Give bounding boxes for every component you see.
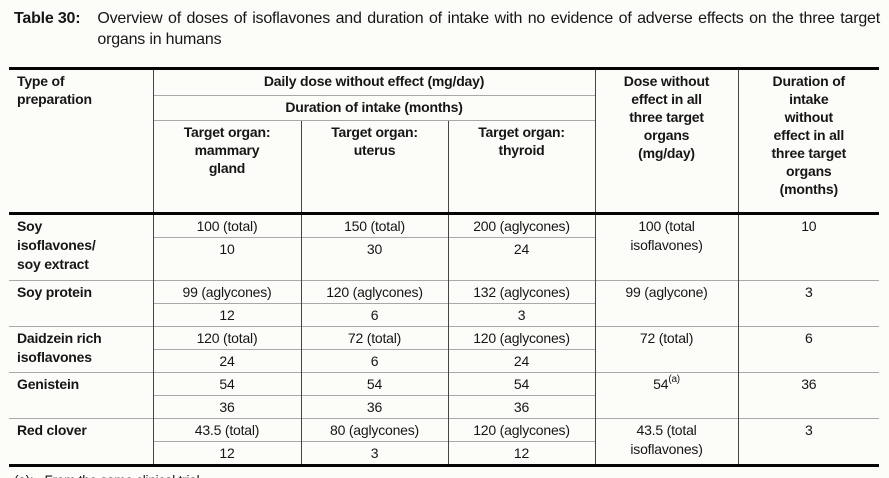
cell-mammary-dose: 100 (total) — [152, 213, 301, 237]
all-dose-value: 99 (aglycone) — [625, 283, 708, 300]
cell-mammary-dose: 99 (aglycones) — [152, 279, 301, 303]
cell-mammary-dose: 43.5 (total) — [152, 417, 301, 441]
row-soy-protein-duration: 12 6 3 — [9, 302, 879, 326]
cell-type-of-preparation: Daidzein rich isoflavones — [9, 325, 153, 372]
row-daidzein-dose: Daidzein rich isoflavones 120 (total) 72… — [9, 325, 880, 372]
all-dose-value: 72 (total) — [639, 329, 694, 346]
cell-all-organs-duration: 10 — [737, 213, 880, 280]
cell-all-organs-duration: 3 — [737, 279, 880, 326]
cell-thyroid-dose: 54 — [447, 371, 596, 395]
cell-uterus-dose: 54 — [300, 371, 448, 395]
row-soy-isoflavones-dose: Soy isoflavones/ soy extract 100 (total)… — [9, 213, 880, 280]
header-duration-of-intake-span: Duration of intake (months) — [152, 94, 596, 120]
row-red-clover-dose: Red clover 43.5 (total) 80 (aglycones) 1… — [9, 417, 880, 464]
row-genistein-dose: Genistein 54 54 54 54(a) 36 — [9, 371, 880, 418]
cell-type-of-preparation: Red clover — [9, 417, 153, 464]
cell-all-organs-dose: 100 (total isoflavones) — [594, 213, 739, 280]
row-soy-isoflavones-duration: 10 30 24 — [9, 236, 879, 280]
cell-thyroid-duration: 3 — [447, 302, 596, 326]
table-caption: Table 30: Overview of doses of isoflavon… — [9, 8, 880, 50]
header-row-target-organs: Target organ: mammary gland Target organ… — [9, 119, 879, 215]
cell-all-organs-duration: 6 — [737, 325, 880, 372]
header-row-spans: Type of preparation Daily dose without e… — [9, 70, 880, 215]
isoflavones-dose-table: Type of preparation Daily dose without e… — [9, 70, 880, 464]
cell-mammary-dose: 120 (total) — [152, 325, 301, 349]
header-type-of-preparation: Type of preparation — [9, 70, 153, 215]
footnote-text: From the same clinical trial. — [44, 473, 203, 478]
cell-thyroid-duration: 36 — [447, 394, 596, 418]
cell-uterus-duration: 3 — [300, 440, 448, 464]
row-red-clover-duration: 12 3 12 — [9, 440, 879, 464]
cell-uterus-duration: 6 — [300, 348, 448, 372]
cell-uterus-duration: 30 — [300, 236, 448, 280]
header-target-organ-mammary: Target organ: mammary gland — [152, 119, 301, 215]
all-dose-value: 43.5 (total isoflavones) — [630, 421, 703, 457]
cell-all-organs-dose: 72 (total) — [594, 325, 739, 372]
row-soy-protein-dose: Soy protein 99 (aglycones) 120 (aglycone… — [9, 279, 880, 326]
row-daidzein-duration: 24 6 24 — [9, 348, 879, 372]
header-duration-all-organs: Duration of intake without effect in all… — [737, 70, 880, 215]
header-daily-dose-span: Daily dose without effect (mg/day) — [152, 70, 596, 95]
all-dose-value: 54 — [653, 375, 669, 392]
cell-all-organs-duration: 36 — [737, 371, 880, 418]
cell-thyroid-duration: 24 — [447, 236, 596, 280]
header-dose-all-organs: Dose without effect in all three target … — [594, 70, 739, 215]
cell-mammary-duration: 12 — [152, 440, 301, 464]
cell-all-organs-dose: 43.5 (total isoflavones) — [594, 417, 739, 464]
all-dose-value: 100 (total isoflavones) — [630, 217, 703, 253]
cell-thyroid-duration: 24 — [447, 348, 596, 372]
cell-thyroid-dose: 120 (aglycones) — [447, 325, 596, 349]
cell-uterus-duration: 6 — [300, 302, 448, 326]
cell-uterus-dose: 80 (aglycones) — [300, 417, 448, 441]
row-genistein-duration: 36 36 36 — [9, 394, 879, 418]
table-number-label: Table 30: — [14, 10, 81, 27]
cell-mammary-dose: 54 — [152, 371, 301, 395]
cell-mammary-duration: 12 — [152, 302, 301, 326]
cell-all-organs-dose: 99 (aglycone) — [594, 279, 739, 326]
header-row-duration-span: Duration of intake (months) — [9, 94, 879, 120]
cell-type-of-preparation: Soy isoflavones/ soy extract — [17, 217, 96, 272]
cell-uterus-duration: 36 — [300, 394, 448, 418]
footnote-marker: (a): — [14, 473, 34, 478]
cell-thyroid-dose: 200 (aglycones) — [447, 213, 596, 237]
cell-thyroid-dose: 120 (aglycones) — [447, 417, 596, 441]
cell-uterus-dose: 120 (aglycones) — [300, 279, 448, 303]
header-target-organ-thyroid: Target organ: thyroid — [447, 119, 596, 215]
cell-mammary-duration: 36 — [152, 394, 301, 418]
cell-thyroid-dose: 132 (aglycones) — [447, 279, 596, 303]
header-target-organ-uterus: Target organ: uterus — [300, 119, 448, 215]
table-frame: Type of preparation Daily dose without e… — [9, 67, 880, 467]
cell-uterus-dose: 72 (total) — [300, 325, 448, 349]
cell-all-organs-duration: 3 — [737, 417, 880, 464]
cell-mammary-duration: 24 — [152, 348, 301, 372]
cell-uterus-dose: 150 (total) — [300, 213, 448, 237]
table-caption-text: Overview of doses of isoflavones and dur… — [97, 10, 880, 48]
cell-thyroid-duration: 12 — [447, 440, 596, 464]
table-footnote: (a): From the same clinical trial. — [9, 467, 880, 478]
footnote-marker-sup: (a) — [668, 373, 680, 385]
cell-all-organs-dose: 54(a) — [594, 371, 739, 418]
cell-type-of-preparation: Genistein — [9, 371, 153, 418]
cell-mammary-duration: 10 — [152, 236, 301, 280]
cell-type-of-preparation: Soy protein — [9, 279, 153, 326]
